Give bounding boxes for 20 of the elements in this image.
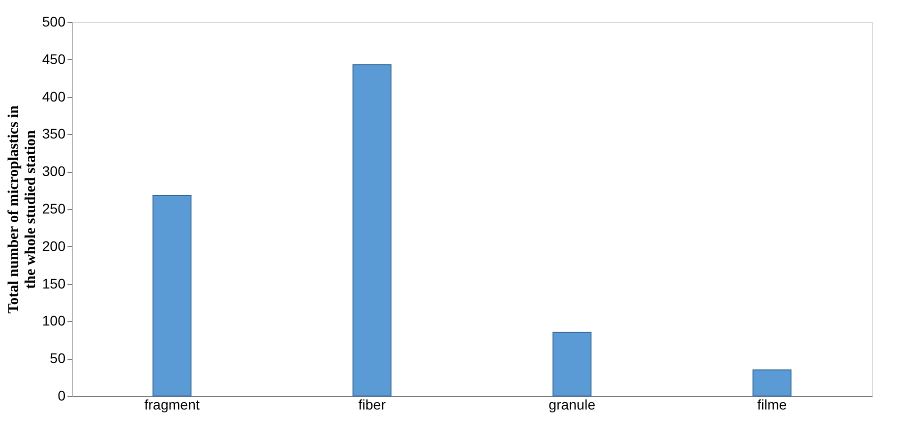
bar: [152, 195, 192, 396]
y-tick-label: 250: [42, 200, 66, 216]
y-tick-label: 200: [42, 238, 66, 254]
y-tick-label: 350: [42, 126, 66, 142]
y-tick-label: 500: [42, 14, 66, 30]
bar: [352, 64, 392, 396]
x-tick-label: fiber: [358, 396, 386, 412]
bar: [752, 369, 792, 396]
y-tick-label: 0: [58, 388, 66, 404]
y-tick-label: 150: [42, 275, 66, 292]
y-tick-label: 450: [42, 50, 66, 67]
x-tick-label: fragment: [144, 396, 200, 412]
y-tick-label: 300: [42, 163, 66, 180]
bar: [552, 332, 592, 396]
y-tick-label: 50: [50, 350, 66, 366]
x-tick-label: filme: [757, 396, 787, 412]
y-axis-title: Total number of microplastics in the whole studied station: [6, 104, 40, 314]
x-tick-label: granule: [548, 396, 596, 412]
y-tick-label: 400: [42, 88, 66, 104]
y-tick-label: 100: [42, 312, 66, 329]
